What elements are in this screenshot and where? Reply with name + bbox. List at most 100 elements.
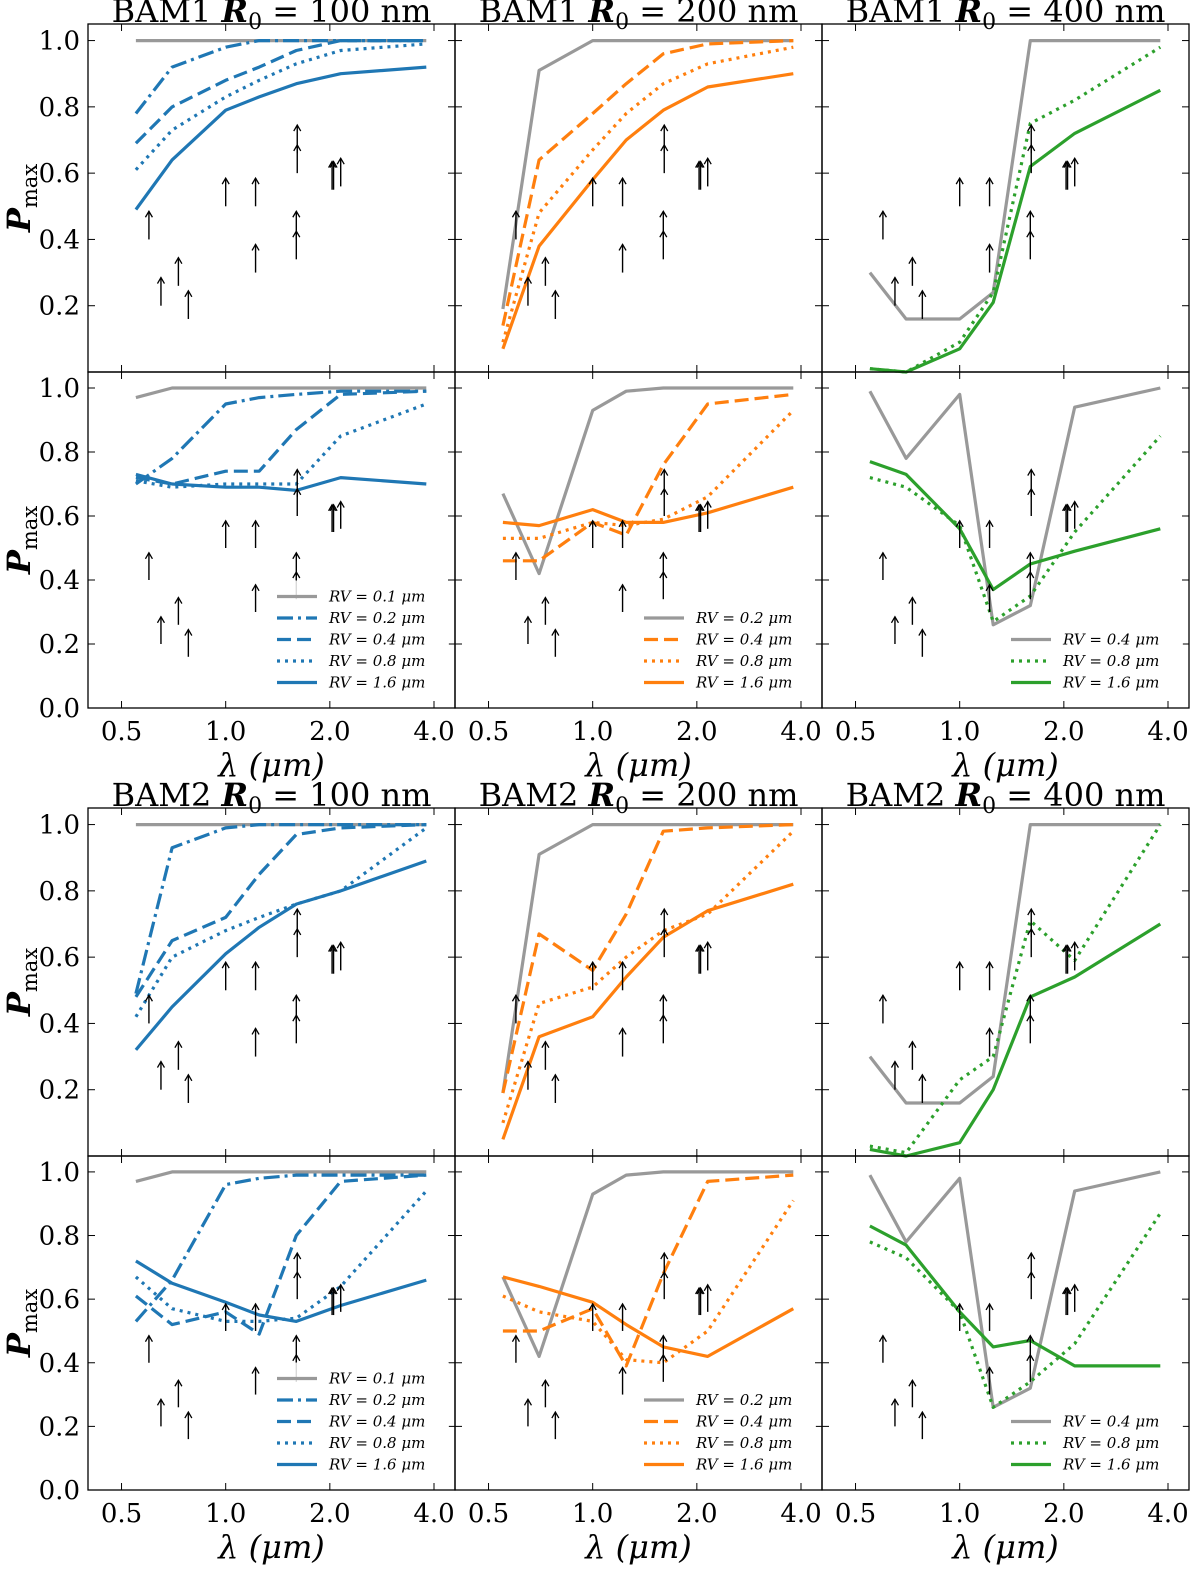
obs-arrow-head: [293, 468, 302, 476]
y-tick-label: 1.0: [39, 374, 80, 404]
x-tick-label: 0.5: [468, 1499, 509, 1529]
series-line: [502, 1173, 794, 1368]
obs-arrow-head: [144, 1334, 153, 1343]
obs-arrow-head: [541, 1040, 550, 1048]
legend-label: RV = 0.2 μm: [695, 609, 792, 627]
obs-arrow-head: [511, 551, 520, 560]
obs-arrow-head: [1026, 993, 1035, 1002]
obs-arrow-head: [696, 503, 705, 512]
title-radius: 400: [1043, 776, 1104, 814]
obs-arrow-head: [618, 519, 627, 528]
obs-arrow-head: [985, 1027, 994, 1035]
obs-arrow-head: [174, 256, 183, 264]
obs-arrow-head: [293, 907, 302, 916]
y-tick-label: 0.2: [39, 292, 80, 322]
obs-arrow-head: [918, 1073, 927, 1082]
obs-arrow-head: [588, 1302, 597, 1311]
title-space: [578, 0, 588, 30]
obs-arrow-head: [1070, 156, 1079, 165]
obs-arrow-head: [251, 583, 260, 592]
obs-arrow-head: [618, 1366, 627, 1374]
series-line: [869, 45, 1162, 374]
obs-arrow-head: [695, 944, 704, 952]
legend-box: [1003, 623, 1183, 698]
y-tick-label: 1.0: [39, 811, 80, 841]
obs-arrow-head: [328, 160, 337, 168]
obs-arrow-head: [908, 596, 917, 604]
legend-label: RV = 1.6 μm: [695, 674, 792, 692]
obs-arrow-head: [1026, 209, 1035, 218]
obs-arrow-head: [551, 1410, 560, 1419]
series-line: [869, 922, 1162, 1158]
series-line: [502, 409, 795, 541]
legend-label: RV = 0.2 μm: [328, 609, 425, 627]
y-tick-label: 0.2: [39, 1412, 80, 1442]
series-line: [868, 38, 1161, 321]
title-space: [211, 0, 221, 30]
obs-arrow-head: [618, 583, 627, 592]
obs-arrow-head: [588, 176, 597, 185]
panel-0: 0.2 0.4 0.6 0.8 1.0 BAM1 R0 = 100 nm Pmax: [0, 0, 456, 373]
obs-arrow-head: [551, 1073, 560, 1082]
obs-arrow-head: [293, 1251, 302, 1260]
obs-arrow-head: [918, 289, 927, 298]
title-r: R: [220, 0, 248, 30]
legend-label: RV = 1.6 μm: [695, 1456, 792, 1474]
legend-label: RV = 0.4 μm: [1062, 631, 1159, 649]
obs-arrow-head: [1027, 468, 1036, 476]
obs-arrow-head: [878, 993, 887, 1002]
legend-label: RV = 0.8 μm: [695, 652, 792, 670]
legend-label: RV = 1.6 μm: [328, 1456, 425, 1474]
panel-title: BAM2 R0 = 200 nm: [479, 776, 799, 819]
y-tick-label: 0.4: [39, 225, 80, 255]
obs-arrow-head: [908, 256, 917, 264]
obs-arrow-head: [878, 551, 887, 560]
series-line: [501, 38, 794, 310]
title-eq: =: [996, 776, 1043, 814]
title-unit: nm: [737, 0, 798, 30]
panel-8: BAM2 R0 = 400 nm: [821, 776, 1190, 1158]
obs-arrow-head: [221, 1302, 230, 1311]
obs-arrow-head: [1026, 229, 1035, 238]
x-tick-label: 1.0: [205, 1499, 246, 1529]
y-tick-label: 0.6: [39, 1285, 80, 1315]
obs-arrow-head: [660, 907, 669, 916]
y-tick-label: 0.0: [39, 694, 80, 724]
obs-arrow-head: [292, 1334, 301, 1343]
obs-arrow-head: [660, 487, 669, 496]
x-axis-label: λ (μm): [583, 1528, 692, 1566]
x-tick-label: 4.0: [1147, 717, 1188, 747]
legend-label: RV = 0.8 μm: [1062, 1434, 1159, 1452]
obs-arrow-head: [1063, 160, 1072, 168]
y-tick-label: 0.4: [39, 1009, 80, 1039]
obs-arrow-head: [174, 1378, 183, 1387]
title-radius: 100: [309, 776, 370, 814]
obs-arrow-head: [890, 276, 900, 284]
obs-arrow-head: [292, 209, 301, 218]
series-line: [868, 1170, 1161, 1409]
obs-arrow-head: [523, 1060, 533, 1068]
obs-arrow-head: [878, 1334, 887, 1343]
obs-arrow-head: [1027, 1251, 1036, 1260]
title-radius: 400: [1043, 0, 1104, 30]
legend-label: RV = 1.6 μm: [328, 674, 425, 692]
obs-arrow-head: [184, 628, 193, 636]
obs-arrow-head: [174, 596, 183, 604]
ylabel-p: P: [0, 1332, 38, 1358]
obs-arrow-head: [703, 940, 712, 949]
title-space: [211, 776, 221, 814]
obs-arrow-head: [523, 276, 533, 284]
panel-title: BAM1 R0 = 100 nm: [112, 0, 432, 35]
x-tick-label: 0.5: [835, 717, 876, 747]
obs-arrow-head: [1027, 123, 1036, 132]
obs-arrow-head: [1062, 160, 1071, 168]
obs-arrow-head: [659, 209, 668, 218]
series-line: [134, 1173, 427, 1336]
ylabel-sub: max: [18, 506, 42, 550]
x-axis-label: λ (μm): [950, 746, 1059, 784]
obs-arrow-head: [618, 960, 627, 969]
series-line: [501, 1170, 794, 1359]
panel-frame: [821, 1155, 1190, 1491]
x-tick-label: 1.0: [572, 717, 613, 747]
